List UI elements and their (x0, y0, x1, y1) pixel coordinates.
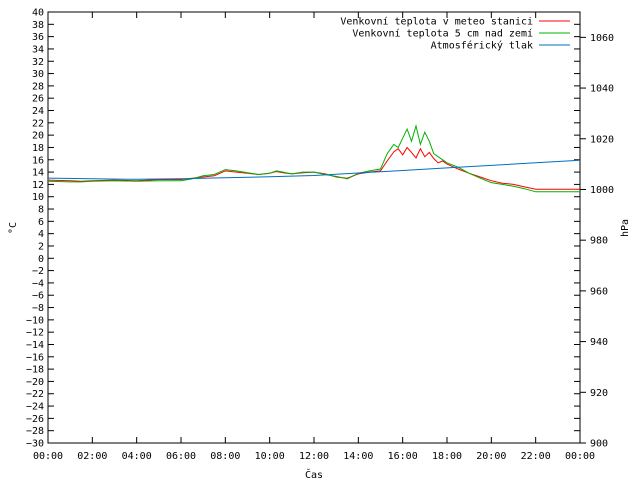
y-left-tick-label: −28 (26, 426, 44, 437)
x-tick-label: 12:00 (299, 451, 329, 462)
y-left-tick-label: 12 (32, 180, 44, 191)
legend-label: Atmosférický tlak (431, 40, 533, 52)
x-tick-label: 06:00 (166, 451, 196, 462)
y-left-tick-label: −24 (26, 402, 44, 413)
y-left-tick-label: 6 (38, 217, 44, 228)
y-left-tick-label: 28 (32, 81, 44, 92)
legend-label: Venkovní teplota 5 cm nad zemí (352, 28, 533, 40)
x-tick-label: 04:00 (122, 451, 152, 462)
y-left-tick-label: −14 (26, 340, 44, 351)
right-axis: 1060 1040 1020 1000 980 960 940 920 900 (580, 33, 614, 450)
y-right-tick-label: 920 (590, 388, 608, 399)
y-axis-label-right: hPa (620, 219, 631, 237)
y-right-tick-label: 900 (590, 439, 608, 450)
y-left-tick-label: −26 (26, 414, 44, 425)
x-tick-label: 16:00 (388, 451, 418, 462)
y-right-tick-label: 1060 (590, 33, 614, 44)
legend-label: Venkovní teplota v meteo stanici (340, 16, 533, 28)
y-left-tick-label: 30 (32, 69, 44, 80)
y-left-tick-label: 36 (32, 32, 44, 43)
legend: Venkovní teplota v meteo staniciVenkovní… (340, 16, 570, 52)
y-right-tick-label: 980 (590, 236, 608, 247)
y-right-tick-label: 1040 (590, 84, 614, 95)
y-left-tick-label: −2 (32, 266, 44, 277)
x-tick-label: 18:00 (432, 451, 462, 462)
y-right-tick-label: 940 (590, 337, 608, 348)
y-left-tick-label: 32 (32, 57, 44, 68)
plot-frame (47, 11, 581, 444)
x-axis-label: Čas (305, 468, 323, 480)
y-left-tick-label: −22 (26, 389, 44, 400)
y-left-tick-label: −10 (26, 315, 44, 326)
x-axis: 00:00 02:00 04:00 06:00 08:00 10:00 12:00 14:00… (33, 12, 595, 462)
y-axis-label-left: °C (8, 222, 19, 234)
series-line (47, 146, 580, 190)
y-left-tick-label: 18 (32, 143, 44, 154)
y-left-tick-label: −12 (26, 328, 44, 339)
y-left-tick-label: 38 (32, 20, 44, 31)
y-left-tick-label: 10 (32, 192, 44, 203)
left-axis: 4038363432302826242220181614121086420−2−… (26, 8, 580, 450)
y-left-tick-label: 20 (32, 131, 44, 142)
y-left-tick-label: −18 (26, 365, 44, 376)
x-tick-label: 20:00 (476, 451, 506, 462)
x-tick-label: 00:00 (33, 451, 63, 462)
y-right-tick-label: 1020 (590, 134, 614, 145)
series-lines (47, 123, 581, 193)
y-left-tick-label: 40 (32, 8, 44, 19)
y-left-tick-label: 14 (32, 168, 44, 179)
y-left-tick-label: 24 (32, 106, 44, 117)
y-left-tick-label: 8 (38, 205, 44, 216)
series-line (47, 159, 581, 180)
x-tick-label: 00:00 (565, 451, 595, 462)
x-tick-label: 10:00 (255, 451, 285, 462)
y-left-tick-label: −8 (32, 303, 44, 314)
y-left-tick-label: 0 (38, 254, 44, 265)
x-tick-label: 14:00 (343, 451, 373, 462)
x-tick-label: 02:00 (77, 451, 107, 462)
y-right-tick-label: 1000 (590, 185, 614, 196)
y-left-tick-label: 4 (38, 229, 44, 240)
y-left-tick-label: −6 (32, 291, 44, 302)
y-left-tick-label: 16 (32, 155, 44, 166)
x-tick-label: 08:00 (210, 451, 240, 462)
y-left-tick-label: −16 (26, 352, 44, 363)
y-left-tick-label: −30 (26, 439, 44, 450)
y-left-tick-label: 34 (32, 44, 44, 55)
y-left-tick-label: −20 (26, 377, 44, 388)
series-line (47, 123, 580, 193)
y-left-tick-label: 22 (32, 118, 44, 129)
y-left-tick-label: −4 (32, 278, 44, 289)
x-tick-label: 22:00 (521, 451, 551, 462)
y-left-tick-label: 2 (38, 241, 44, 252)
y-right-tick-label: 960 (590, 286, 608, 297)
y-left-tick-label: 26 (32, 94, 44, 105)
